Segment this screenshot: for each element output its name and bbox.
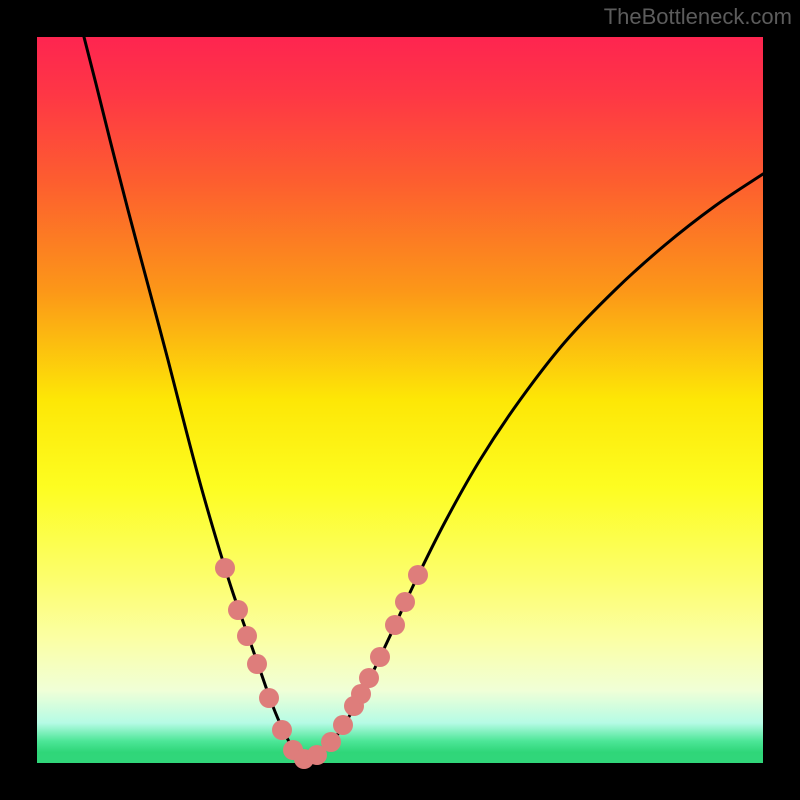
plot-area	[37, 37, 763, 763]
chart-container: TheBottleneck.com	[0, 0, 800, 800]
watermark-text: TheBottleneck.com	[604, 4, 792, 30]
